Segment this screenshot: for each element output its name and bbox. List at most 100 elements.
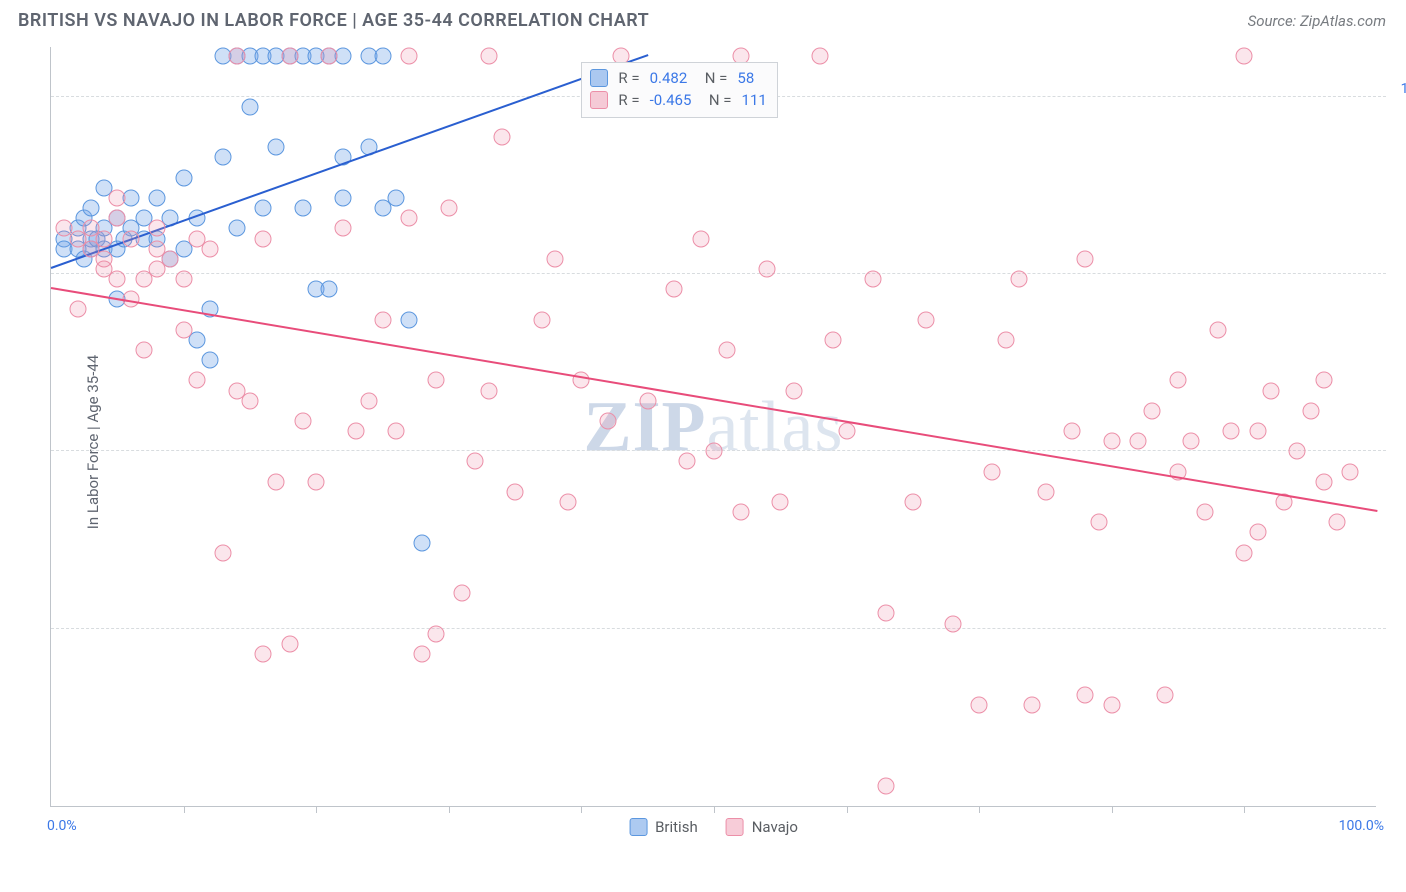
legend-swatch-icon [726,818,744,836]
data-point [109,190,126,207]
data-point [321,281,338,298]
data-point [1103,696,1120,713]
data-point [1010,271,1027,288]
x-min-label: 0.0% [47,818,77,834]
data-point [1289,443,1306,460]
data-point [202,240,219,257]
data-point [374,48,391,65]
data-point [175,321,192,338]
y-tick-label: 65.0% [1386,435,1406,451]
data-point [878,777,895,794]
data-point [1130,433,1147,450]
data-point [321,48,338,65]
series-swatch-icon [590,69,608,87]
series-swatch-icon [590,91,608,109]
data-point [440,200,457,217]
data-point [1077,686,1094,703]
data-point [1342,463,1359,480]
stat-n-label: N = [701,89,731,111]
data-point [666,281,683,298]
x-max-label: 100.0% [1339,818,1384,834]
data-point [493,129,510,146]
data-point [281,48,298,65]
data-point [984,463,1001,480]
legend-item: Navajo [726,818,798,836]
source-label: Source: ZipAtlas.com [1248,12,1386,30]
data-point [347,423,364,440]
data-point [1143,402,1160,419]
data-point [639,392,656,409]
data-point [255,230,272,247]
data-point [1183,433,1200,450]
x-tick [184,806,185,813]
data-point [1315,473,1332,490]
data-point [560,494,577,511]
x-tick [316,806,317,813]
legend: BritishNavajo [629,818,798,836]
chart-header: BRITISH VS NAVAJO IN LABOR FORCE | AGE 3… [0,0,1406,37]
data-point [944,615,961,632]
data-point [533,311,550,328]
data-point [109,210,126,227]
data-point [692,230,709,247]
data-point [82,200,99,217]
data-point [759,260,776,277]
data-point [785,382,802,399]
data-point [507,483,524,500]
data-point [825,331,842,348]
data-point [414,646,431,663]
data-point [387,423,404,440]
data-point [241,98,258,115]
data-point [732,504,749,521]
data-point [215,544,232,561]
data-point [480,382,497,399]
trend-line [51,54,648,269]
data-point [387,190,404,207]
data-point [294,200,311,217]
data-point [374,311,391,328]
data-point [1064,423,1081,440]
gridline-h [51,628,1386,629]
data-point [255,646,272,663]
y-tick-label: 47.5% [1386,613,1406,629]
data-point [228,48,245,65]
x-tick [979,806,980,813]
legend-swatch-icon [629,818,647,836]
data-point [772,494,789,511]
gridline-h [51,273,1386,274]
data-point [162,250,179,267]
data-point [1262,382,1279,399]
chart-container: In Labor Force | Age 35-44 ZIPatlas 47.5… [20,37,1386,847]
stat-r-label: R = [618,89,639,111]
data-point [175,169,192,186]
data-point [546,250,563,267]
stats-row: R = 0.482 N = 58 [590,67,766,89]
x-tick [714,806,715,813]
y-tick-label: 100.0% [1386,81,1406,97]
data-point [1037,483,1054,500]
data-point [427,372,444,389]
data-point [971,696,988,713]
stat-r-label: R = [618,67,639,89]
data-point [865,271,882,288]
data-point [1090,514,1107,531]
data-point [215,149,232,166]
data-point [427,625,444,642]
stat-r-value: -0.465 [650,89,692,111]
data-point [454,585,471,602]
data-point [1024,696,1041,713]
data-point [268,473,285,490]
data-point [228,220,245,237]
data-point [1170,372,1187,389]
data-point [719,342,736,359]
data-point [268,139,285,156]
data-point [706,443,723,460]
data-point [1236,544,1253,561]
data-point [1249,524,1266,541]
data-point [294,412,311,429]
data-point [281,635,298,652]
data-point [308,473,325,490]
stats-row: R = -0.465 N = 111 [590,89,766,111]
data-point [175,271,192,288]
data-point [1223,423,1240,440]
